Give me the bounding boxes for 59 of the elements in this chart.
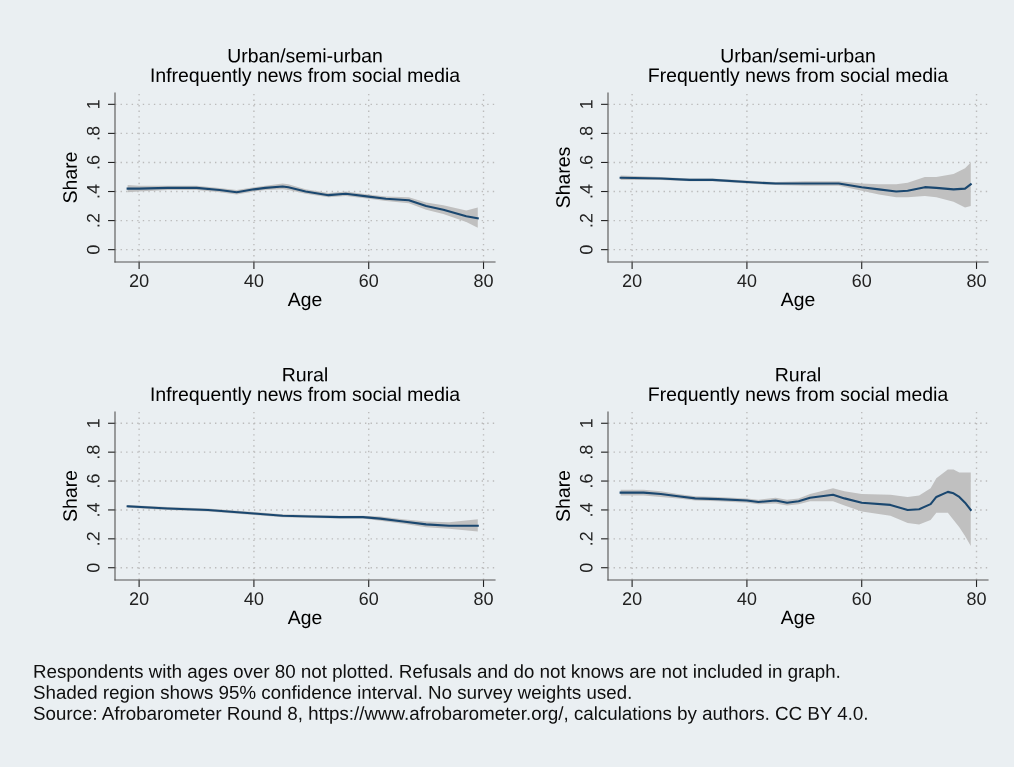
chart-title: Urban/semi-urban [228, 48, 382, 63]
x-tick-label: 40 [244, 274, 264, 288]
y-tick-label: 0 [86, 245, 100, 254]
y-tick-label: .2 [86, 532, 100, 545]
y-tick-label: 0 [579, 563, 593, 573]
x-tick-label: 80 [474, 274, 493, 288]
x-axis-title: Age [287, 292, 322, 311]
y-axis-title: Share [62, 470, 77, 522]
chart-title: Rural [283, 367, 327, 382]
y-tick-label: .8 [86, 126, 100, 140]
y-tick-label: .2 [579, 213, 593, 227]
x-tick-label: 20 [622, 274, 642, 288]
y-tick-label: 0 [86, 563, 100, 573]
y-tick-label: .4 [580, 502, 593, 516]
y-tick-label: .8 [579, 445, 593, 459]
y-tick-label: .6 [579, 474, 593, 487]
y-tick-label: 0 [579, 245, 593, 254]
chart-subtitle: Infrequently news from social media [151, 386, 461, 405]
x-tick-label: 20 [129, 274, 149, 288]
y-tick-label: .8 [579, 126, 593, 140]
y-tick-label: .4 [580, 184, 593, 198]
text: Shaded region shows 95% confidence interval. No survey weights used. [33, 685, 631, 703]
x-tick-label: 80 [967, 592, 986, 606]
x-axis-title: Age [780, 610, 815, 629]
x-tick-label: 20 [129, 592, 149, 606]
x-axis-title: Age [287, 610, 322, 629]
x-tick-label: 60 [852, 274, 872, 288]
text: Respondents with ages over 80 not plotted. Refusals and do not knows are not included in graph. [34, 664, 840, 682]
y-tick-label: .8 [86, 445, 100, 459]
x-tick-label: 60 [359, 274, 379, 288]
y-tick-label: .6 [579, 155, 593, 169]
y-tick-label: .4 [87, 502, 100, 516]
x-axis-title: Age [780, 292, 815, 311]
y-axis-title: Shares [555, 147, 570, 208]
y-tick-label: .6 [86, 474, 100, 487]
y-tick-label: 1 [87, 100, 100, 108]
chart-title: Rural [776, 367, 820, 382]
x-tick-label: 40 [737, 592, 757, 606]
chart-subtitle: Frequently news from social media [649, 67, 949, 86]
y-tick-label: .6 [86, 155, 100, 169]
x-tick-label: 40 [244, 592, 264, 606]
y-axis-title: Share [62, 152, 77, 203]
y-tick-label: 1 [87, 419, 100, 427]
x-tick-label: 80 [474, 592, 493, 606]
chart-title: Urban/semi-urban [721, 48, 875, 63]
y-tick-label: .2 [579, 532, 593, 545]
y-tick-label: 1 [580, 100, 593, 108]
source-note: Source: Afrobarometer Round 8, https://www.afrobarometer.org/, calculations by authors. CC BY 4.0. [33, 706, 867, 724]
chart-subtitle: Infrequently news from social media [151, 67, 461, 86]
x-tick-label: 40 [737, 274, 757, 288]
x-tick-label: 60 [359, 592, 379, 606]
x-tick-label: 80 [967, 274, 986, 288]
y-axis-title: Share [555, 470, 570, 522]
y-tick-label: .2 [86, 213, 100, 227]
y-tick-label: .4 [87, 184, 100, 198]
y-tick-label: 1 [580, 419, 593, 427]
x-tick-label: 20 [622, 592, 642, 606]
x-tick-label: 60 [852, 592, 872, 606]
chart-subtitle: Frequently news from social media [649, 386, 949, 405]
